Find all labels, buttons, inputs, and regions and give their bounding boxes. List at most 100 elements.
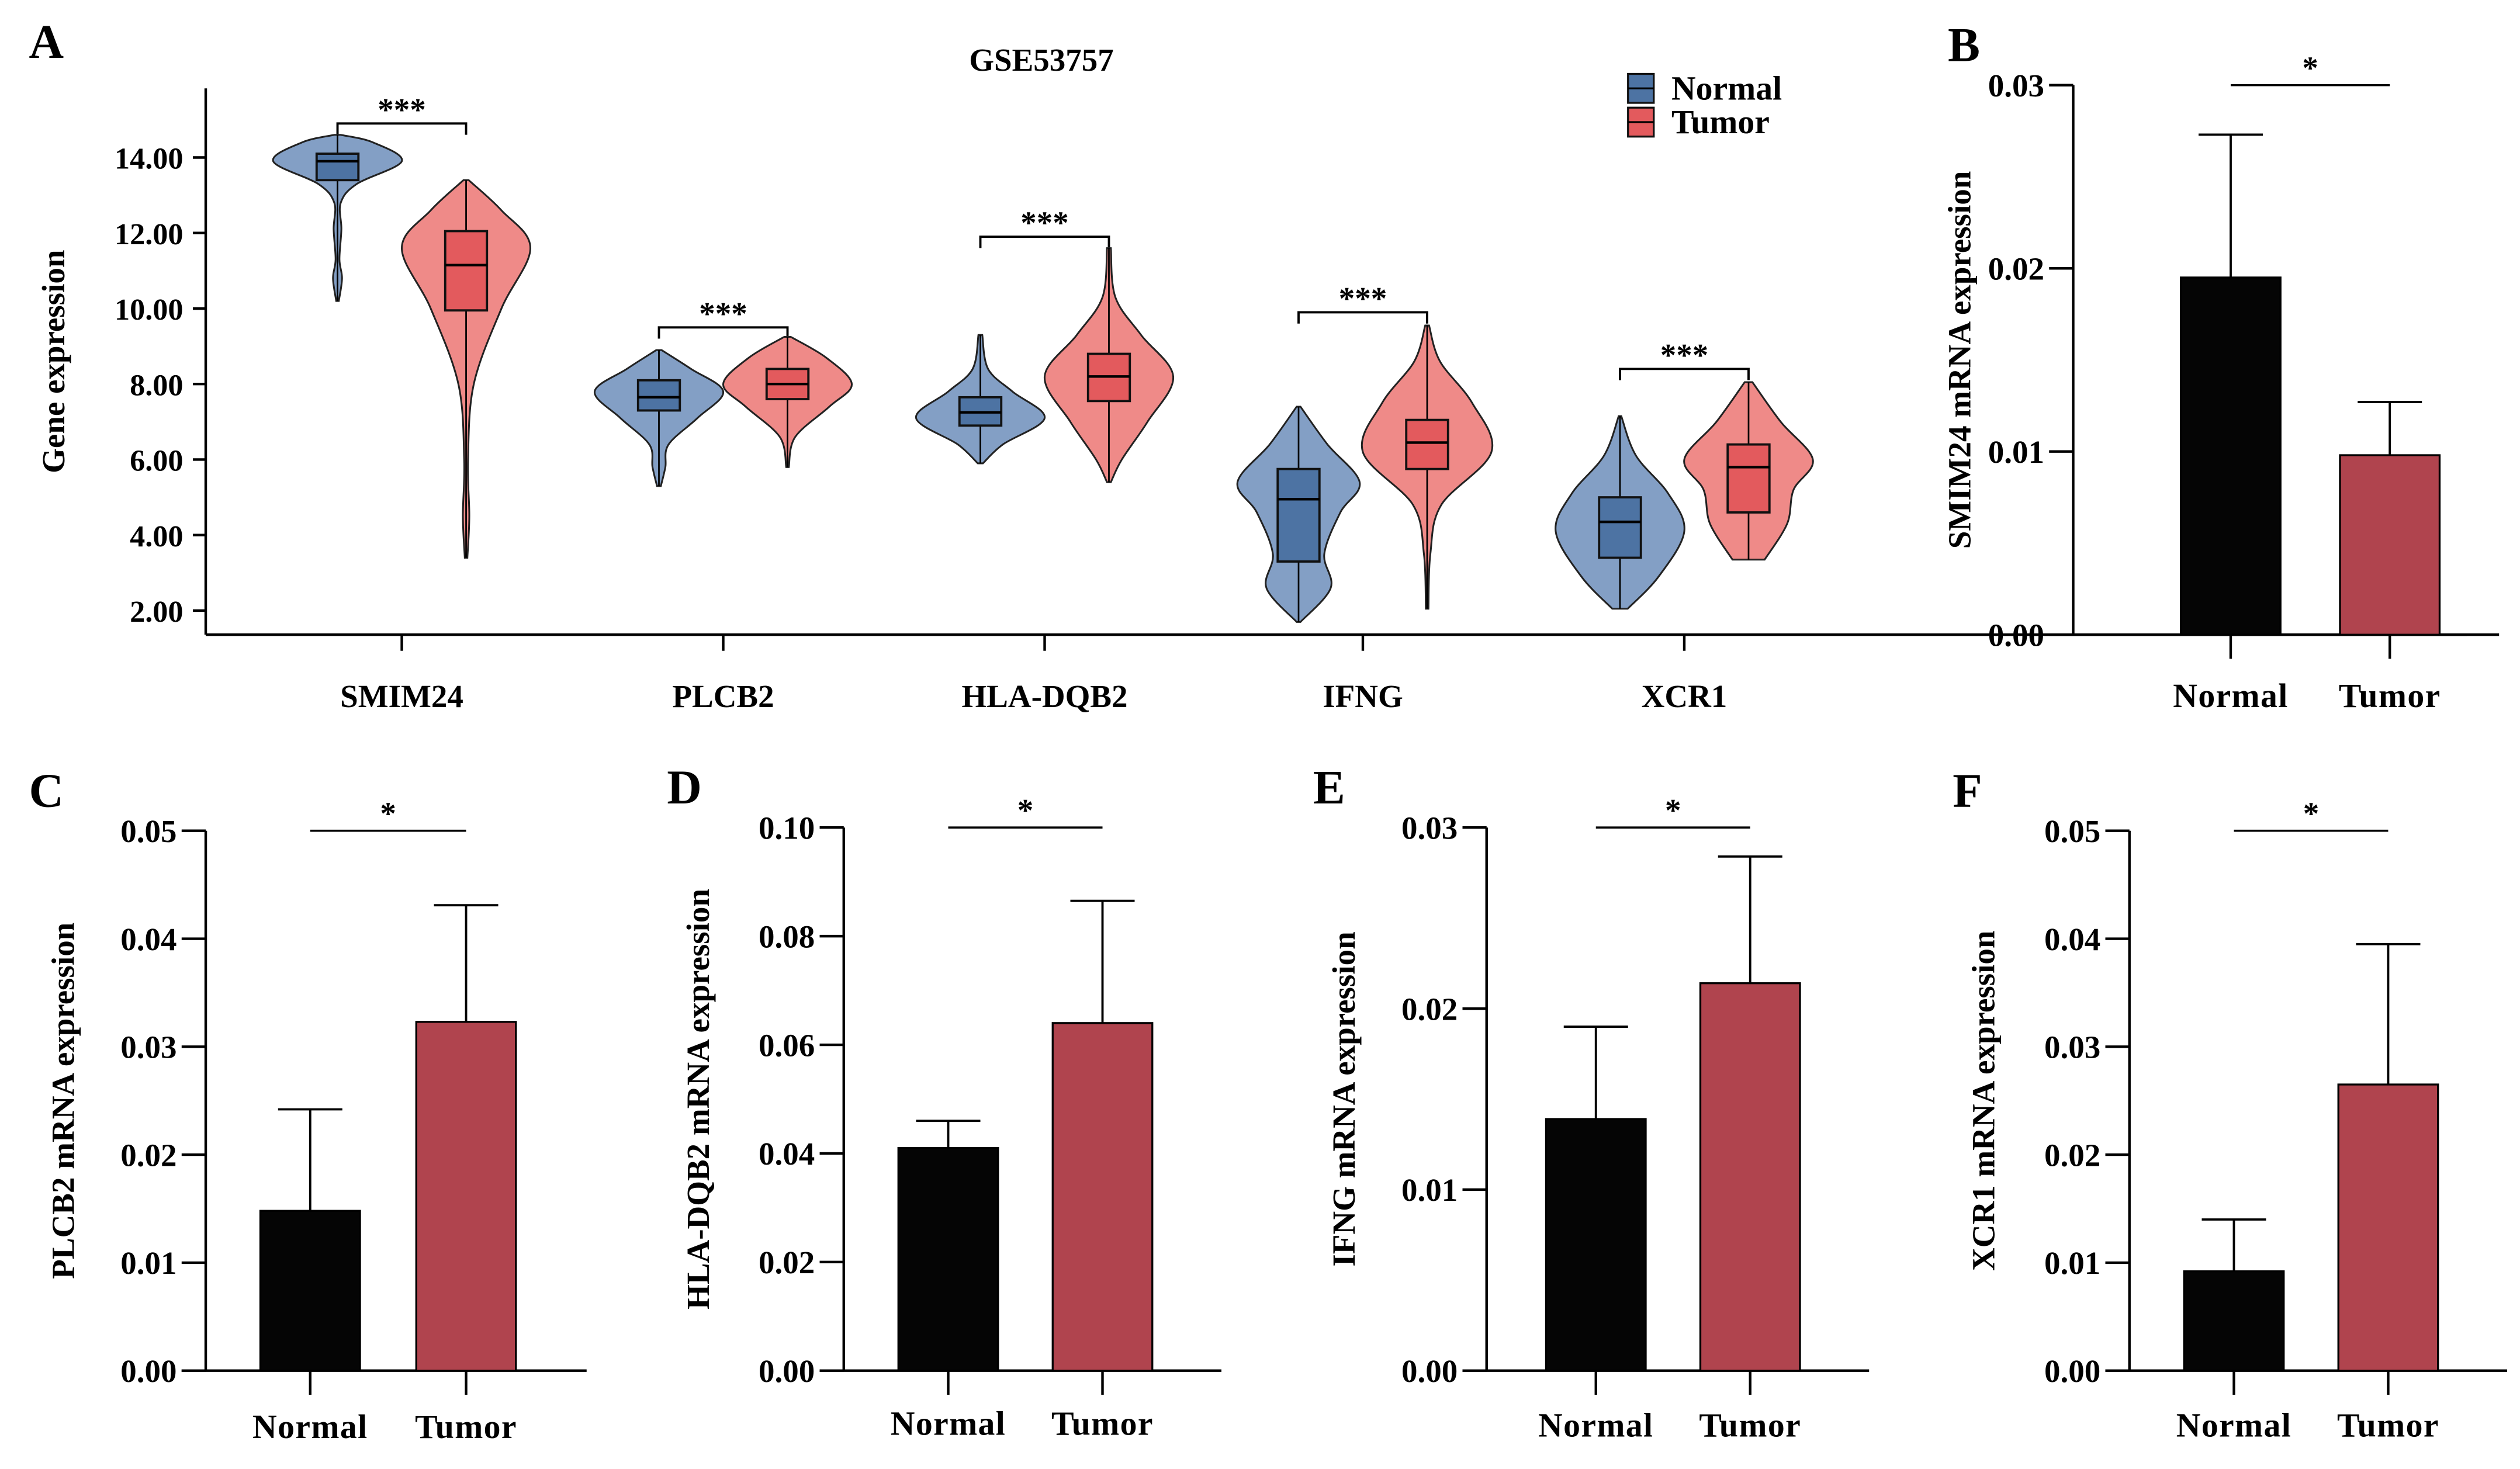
y-axis-label: HLA-DQB2 mRNA expression [680, 889, 716, 1309]
panel-label-c: C [29, 763, 64, 817]
bar-normal [1545, 1118, 1647, 1372]
y-tick-label: 10.00 [115, 293, 184, 327]
bar-tumor [2339, 454, 2441, 636]
panel-label-d: D [667, 760, 702, 814]
significance-label: * [380, 796, 396, 831]
y-tick-label: 0.04 [120, 921, 176, 957]
y-tick-label: 14.00 [115, 142, 184, 176]
significance-bracket [1619, 368, 1750, 380]
significance-label: *** [699, 296, 747, 331]
panel-d-bar-chart: D 0.00 0.02 0.04 0.06 0.08 0.10 HLA-DQB2 mRNA e… [667, 760, 1222, 1443]
y-tick-label: 0.04 [759, 1136, 815, 1172]
significance-label: * [1017, 792, 1034, 828]
bar-normal [2180, 276, 2282, 636]
panel-a-violin-chart: A GSE53757 2.00 4.00 6.00 8.00 10.00 12.00 14.00… [29, 15, 2500, 714]
bar-normal [2183, 1270, 2285, 1372]
box [444, 230, 489, 312]
box [1726, 443, 1771, 514]
y-axis-label: XCR1 mRNA expression [1966, 930, 2002, 1270]
significance-label: *** [378, 92, 425, 127]
x-tick-label: PLCB2 [672, 678, 774, 714]
y-tick-label: 12.00 [115, 217, 184, 251]
y-tick-label: 4.00 [130, 519, 183, 553]
significance-label: *** [1020, 205, 1068, 241]
box [1405, 418, 1449, 470]
y-axis-label: IFNG mRNA expression [1326, 931, 1362, 1266]
y-tick-label: 0.00 [759, 1353, 815, 1389]
significance-bracket [979, 235, 1110, 248]
violin-normal-hla-dqb2 [915, 334, 1046, 465]
box [315, 153, 360, 182]
bar-tumor [415, 1021, 517, 1372]
significance-label: * [1665, 792, 1681, 828]
legend-label-normal: Normal [1671, 70, 1782, 107]
y-tick-label: 0.02 [2044, 1137, 2100, 1173]
y-tick-label: 0.00 [120, 1353, 176, 1389]
y-tick-label: 0.01 [1988, 434, 2044, 470]
panel-label-a: A [29, 15, 64, 68]
y-tick-label: 0.03 [1401, 810, 1458, 846]
x-tick-label: Normal [252, 1409, 368, 1446]
y-tick-label: 8.00 [130, 368, 183, 402]
panel-label-f: F [1953, 763, 1982, 817]
y-tick-label: 0.03 [120, 1030, 176, 1065]
y-tick-label: 0.03 [1988, 68, 2044, 103]
y-axis-label: PLCB2 mRNA expression [46, 923, 81, 1279]
x-tick-label: Normal [891, 1406, 1006, 1443]
y-tick-label: 6.00 [130, 444, 183, 478]
violin-normal-ifng [1236, 406, 1361, 623]
bar-normal [897, 1146, 999, 1372]
box [1276, 467, 1321, 563]
y-tick-label: 0.02 [1401, 991, 1458, 1027]
y-axis-label: SMIM24 mRNA expression [1941, 171, 1977, 549]
violin-normal-xcr1 [1555, 415, 1685, 610]
y-tick-label: 0.01 [2044, 1245, 2100, 1281]
x-tick-label: Tumor [1051, 1406, 1154, 1443]
y-tick-label: 0.00 [2044, 1353, 2100, 1389]
significance-bracket [657, 326, 789, 339]
x-tick-label: Tumor [2337, 1407, 2439, 1444]
x-tick-label: Tumor [1699, 1407, 1801, 1444]
violin-tumor-xcr1 [1683, 381, 1814, 561]
bar-normal [259, 1210, 361, 1372]
violin-normal-plcb2 [594, 349, 725, 487]
x-tick-label: Tumor [2339, 678, 2441, 715]
x-tick-label: SMIM24 [340, 678, 463, 714]
y-tick-label: 0.03 [2044, 1030, 2100, 1065]
panel-label-e: E [1313, 760, 1345, 814]
significance-label: * [2303, 796, 2320, 831]
panel-label-b: B [1948, 18, 1980, 71]
x-tick-label: HLA-DQB2 [961, 678, 1127, 714]
significance-label: *** [1660, 337, 1708, 373]
x-tick-label: Normal [1538, 1407, 1653, 1444]
y-tick-label: 0.00 [1988, 617, 2044, 653]
panel-e-bar-chart: E 0.00 0.01 0.02 0.03 IFNG mRNA expression Nor… [1313, 760, 1870, 1444]
significance-label: *** [1339, 280, 1387, 316]
y-tick-label: 0.08 [759, 919, 815, 954]
significance-bracket [1297, 311, 1428, 324]
panel-b-bar-chart: B 0.00 0.01 0.02 0.03 SMIM24 mRNA expression N… [1941, 18, 2467, 715]
legend-label-tumor: Tumor [1671, 104, 1770, 141]
y-tick-label: 0.01 [1401, 1172, 1458, 1208]
violin-tumor-ifng [1361, 324, 1494, 610]
y-tick-label: 2.00 [130, 595, 183, 629]
bar-tumor [1051, 1022, 1154, 1372]
panel-c-bar-chart: C 0.00 0.01 0.02 0.03 0.04 0.05 PLCB2 mRNA expr… [29, 763, 587, 1446]
violin-normal-smim24 [272, 134, 403, 302]
violin-tumor-hla-dqb2 [1043, 247, 1175, 483]
y-tick-label: 0.02 [120, 1137, 176, 1173]
violin-tumor-smim24 [401, 179, 532, 559]
y-tick-label: 0.02 [759, 1245, 815, 1280]
x-tick-label: IFNG [1323, 678, 1403, 714]
x-tick-label: Tumor [415, 1409, 517, 1446]
y-tick-label: 0.01 [120, 1245, 176, 1281]
y-axis-label: Gene expression [36, 250, 71, 473]
x-tick-label: Normal [2173, 678, 2288, 715]
chart-title: GSE53757 [969, 42, 1113, 78]
box [1598, 496, 1642, 559]
y-tick-label: 0.10 [759, 810, 815, 846]
y-tick-label: 0.00 [1401, 1353, 1458, 1389]
x-tick-label: Normal [2176, 1407, 2291, 1444]
